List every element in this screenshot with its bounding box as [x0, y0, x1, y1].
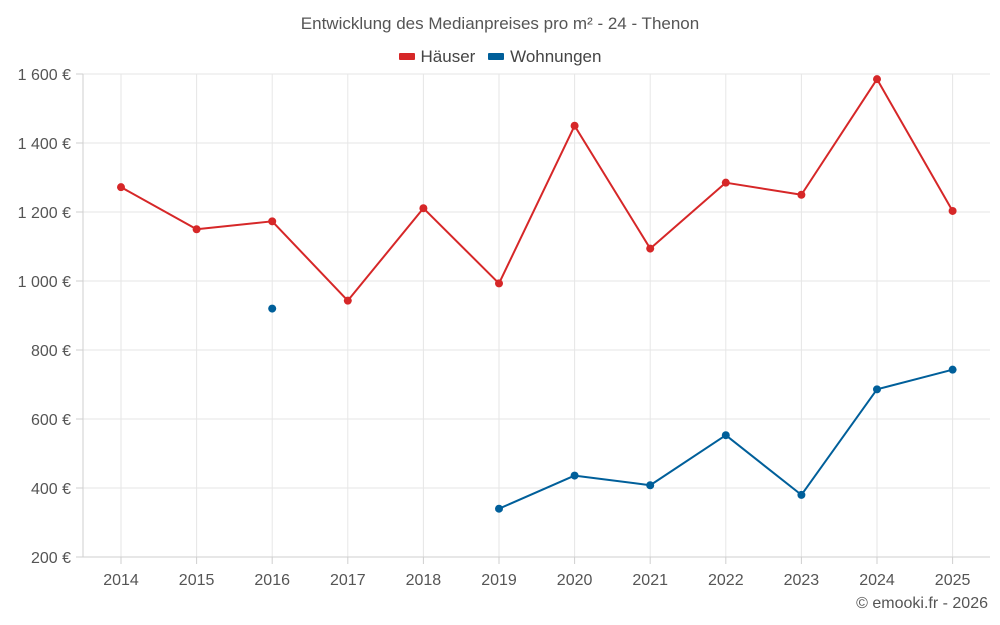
y-tick-label: 1 600 €: [18, 67, 71, 84]
data-point-haeuser-2024: [873, 75, 881, 84]
y-tick-label: 800 €: [31, 343, 71, 360]
data-point-haeuser-2018: [419, 204, 428, 213]
data-point-wohnungen-2020: [570, 471, 579, 480]
x-tick-label: 2018: [406, 572, 442, 589]
y-tick-label: 400 €: [31, 481, 71, 498]
chart-legend: Häuser Wohnungen: [0, 45, 1000, 67]
x-tick-label: 2021: [632, 572, 668, 589]
data-point-wohnungen-2025: [948, 365, 957, 374]
y-tick-label: 1 000 €: [18, 274, 71, 291]
y-tick-label: 1 200 €: [18, 205, 71, 222]
x-tick-label: 2015: [179, 572, 215, 589]
data-point-haeuser-2022: [721, 178, 730, 187]
data-point-wohnungen-2022: [721, 431, 730, 440]
y-tick-label: 600 €: [31, 412, 71, 429]
data-point-wohnungen-2024: [873, 385, 881, 394]
data-point-haeuser-2016: [268, 217, 277, 226]
data-point-wohnungen-2021: [646, 481, 655, 490]
x-tick-label: 2022: [708, 572, 744, 589]
data-point-wohnungen-2023: [797, 490, 806, 499]
legend-swatch-haeuser: [398, 53, 415, 60]
data-point-wohnungen-2019: [495, 504, 503, 513]
legend-label-wohnungen: Wohnungen: [510, 46, 602, 66]
x-tick-label: 2014: [103, 572, 139, 589]
data-point-haeuser-2019: [495, 279, 503, 288]
legend-item-wohnungen[interactable]: Wohnungen: [488, 47, 601, 67]
data-point-haeuser-2021: [646, 244, 655, 253]
x-tick-label: 2017: [330, 572, 366, 589]
y-tick-label: 1 400 €: [18, 136, 71, 153]
x-tick-label: 2016: [254, 572, 290, 589]
y-tick-label: 200 €: [31, 550, 71, 567]
legend-swatch-wohnungen: [488, 53, 505, 60]
data-point-haeuser-2015: [192, 225, 201, 234]
chart-title: Entwicklung des Medianpreises pro m² - 2…: [300, 14, 700, 33]
x-tick-label: 2019: [481, 572, 517, 589]
x-tick-label: 2025: [935, 572, 971, 589]
x-tick-label: 2020: [557, 572, 593, 589]
x-tick-label: 2024: [859, 572, 895, 589]
data-point-haeuser-2017: [343, 296, 352, 305]
data-point-haeuser-2025: [948, 206, 957, 215]
data-point-haeuser-2020: [570, 121, 579, 130]
legend-item-haeuser[interactable]: Häuser: [398, 46, 476, 67]
data-point-haeuser-2023: [797, 190, 806, 199]
data-point-wohnungen-2016: [268, 304, 277, 313]
legend-label-haeuser: Häuser: [420, 46, 476, 66]
series-line-haeuser: [120, 78, 954, 302]
x-tick-label: 2023: [784, 572, 820, 589]
data-point-haeuser-2014: [117, 183, 125, 192]
copyright-notice: © emooki.fr - 2026: [856, 595, 988, 612]
